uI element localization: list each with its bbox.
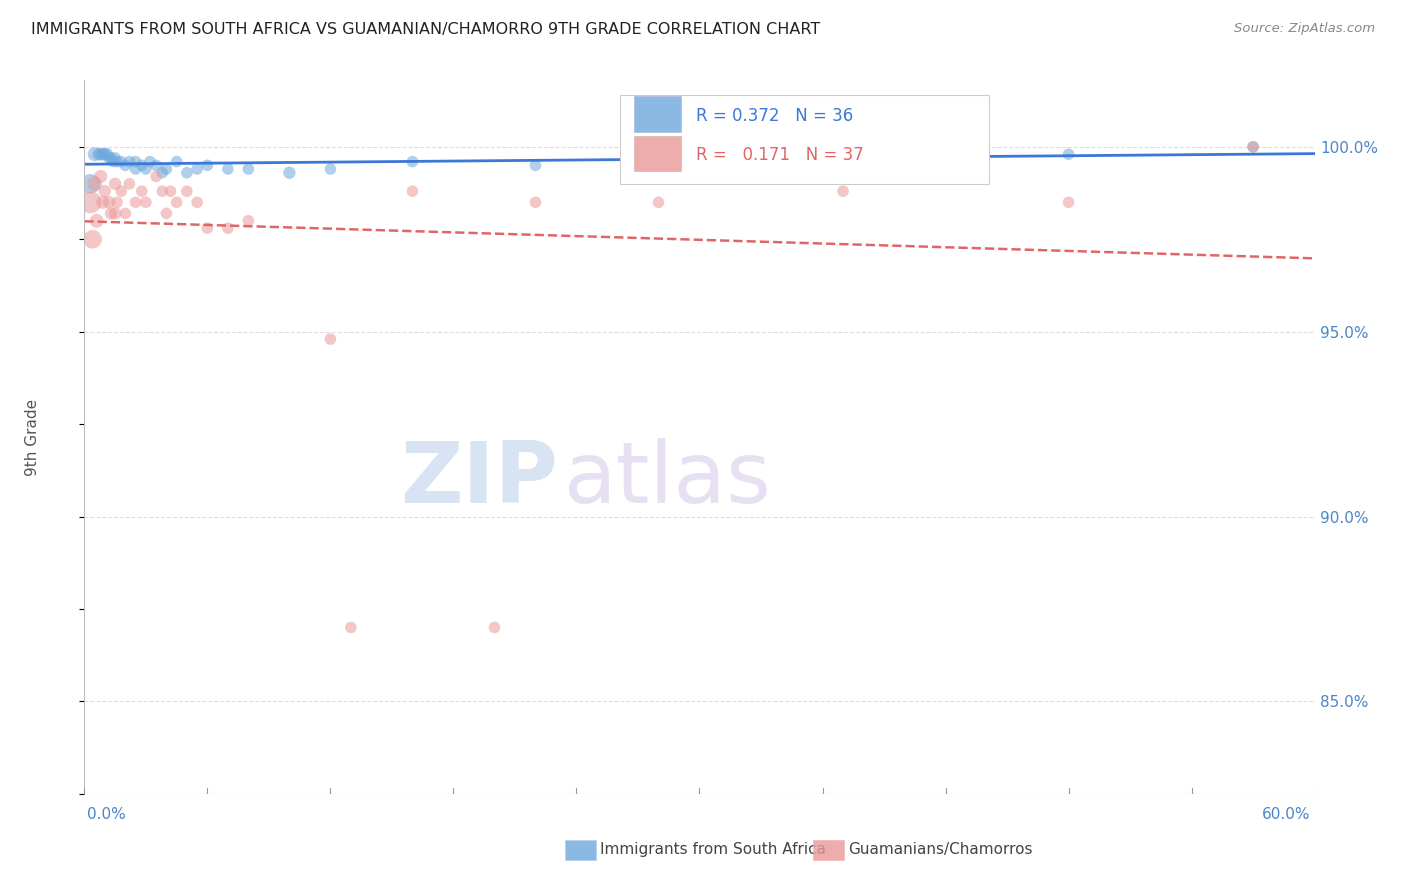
Point: [1057, 195, 1080, 210]
Point: [83, 147, 105, 161]
Bar: [634, 96, 681, 132]
Point: [647, 195, 669, 210]
Point: [238, 161, 260, 176]
Point: [155, 161, 177, 176]
Point: [104, 151, 127, 165]
Bar: [634, 136, 681, 171]
Point: [197, 221, 219, 235]
Point: [83, 177, 105, 191]
Text: IMMIGRANTS FROM SOUTH AFRICA VS GUAMANIAN/CHAMORRO 9TH GRADE CORRELATION CHART: IMMIGRANTS FROM SOUTH AFRICA VS GUAMANIA…: [31, 22, 820, 37]
Point: [401, 184, 423, 198]
Point: [79, 195, 101, 210]
Point: [1057, 147, 1080, 161]
Text: ZIP: ZIP: [401, 438, 558, 522]
Point: [82, 232, 104, 246]
Point: [319, 161, 342, 176]
Point: [90, 169, 112, 184]
Point: [145, 158, 167, 172]
Point: [197, 158, 219, 172]
Point: [524, 158, 547, 172]
Text: 9th Grade: 9th Grade: [25, 399, 41, 475]
Text: R = 0.372   N = 36: R = 0.372 N = 36: [696, 107, 853, 125]
Point: [238, 214, 260, 228]
Point: [832, 184, 855, 198]
Point: [114, 206, 136, 220]
Point: [159, 184, 181, 198]
Point: [110, 154, 132, 169]
Point: [852, 151, 875, 165]
Point: [150, 184, 173, 198]
Point: [98, 151, 121, 165]
Text: 60.0%: 60.0%: [1263, 807, 1310, 822]
Point: [124, 195, 146, 210]
Point: [118, 177, 141, 191]
Text: 0.0%: 0.0%: [87, 807, 127, 822]
Point: [105, 195, 128, 210]
Point: [166, 195, 188, 210]
Point: [176, 184, 198, 198]
Text: R =   0.171   N = 37: R = 0.171 N = 37: [696, 146, 863, 164]
Point: [104, 206, 127, 220]
Point: [155, 206, 177, 220]
Point: [98, 195, 121, 210]
Point: [96, 147, 118, 161]
Point: [94, 184, 117, 198]
Point: [278, 166, 301, 180]
Point: [217, 221, 239, 235]
Point: [86, 214, 108, 228]
Point: [1241, 140, 1264, 154]
Text: Immigrants from South Africa: Immigrants from South Africa: [600, 842, 827, 856]
Point: [110, 184, 132, 198]
Point: [145, 169, 167, 184]
Point: [484, 620, 506, 634]
Point: [139, 154, 162, 169]
Point: [90, 147, 112, 161]
Text: atlas: atlas: [564, 438, 772, 522]
Point: [100, 206, 122, 220]
Point: [87, 147, 110, 161]
Point: [100, 151, 122, 165]
Point: [91, 147, 114, 161]
Point: [150, 166, 173, 180]
Point: [131, 184, 153, 198]
Point: [124, 154, 146, 169]
Point: [186, 195, 208, 210]
Bar: [620, 95, 988, 184]
Point: [1241, 140, 1264, 154]
Point: [340, 620, 363, 634]
Point: [217, 161, 239, 176]
Point: [105, 154, 128, 169]
Point: [91, 195, 114, 210]
Point: [104, 177, 127, 191]
Point: [524, 195, 547, 210]
Point: [319, 332, 342, 346]
Point: [79, 177, 101, 191]
Point: [118, 154, 141, 169]
Text: Guamanians/Chamorros: Guamanians/Chamorros: [848, 842, 1032, 856]
Point: [401, 154, 423, 169]
Point: [135, 161, 157, 176]
Point: [131, 158, 153, 172]
Point: [124, 161, 146, 176]
Point: [101, 154, 124, 169]
Point: [186, 161, 208, 176]
Point: [114, 158, 136, 172]
Point: [94, 147, 117, 161]
Text: Source: ZipAtlas.com: Source: ZipAtlas.com: [1234, 22, 1375, 36]
Point: [176, 166, 198, 180]
Point: [135, 195, 157, 210]
Point: [166, 154, 188, 169]
